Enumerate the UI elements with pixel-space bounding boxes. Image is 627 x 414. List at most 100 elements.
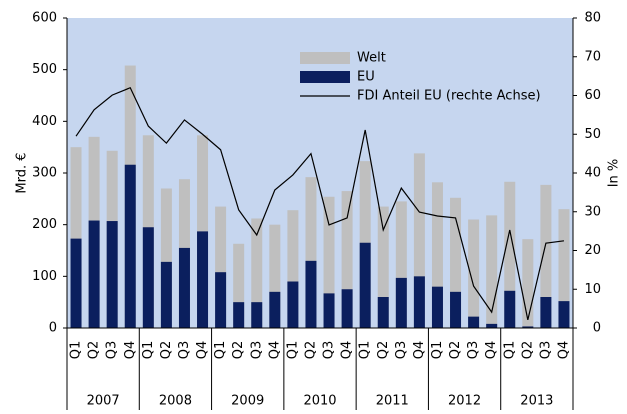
x-tick-label: Q1 <box>285 341 300 360</box>
bar <box>88 220 100 328</box>
bar <box>305 260 317 328</box>
y-axis-label: Mrd. € <box>15 152 30 193</box>
y2-tick-label: 10 <box>584 282 601 297</box>
bar <box>287 210 299 328</box>
bar <box>395 201 407 328</box>
y-tick-label: 0 <box>49 321 57 336</box>
x-tick-label: Q1 <box>430 341 445 360</box>
bar <box>233 302 245 328</box>
bar <box>106 221 118 328</box>
legend-swatch <box>300 52 350 64</box>
x-tick-label: Q4 <box>484 341 499 360</box>
bar <box>323 196 335 328</box>
y2-tick-label: 60 <box>584 88 601 103</box>
bar <box>305 177 317 328</box>
x-tick-label: Q3 <box>394 341 409 360</box>
bar <box>450 291 462 328</box>
legend-label: FDI Anteil EU (rechte Achse) <box>357 89 541 104</box>
bar <box>413 153 425 328</box>
x-tick-label: Q3 <box>249 341 264 360</box>
x-tick-label: Q2 <box>448 341 463 360</box>
x-tick-label: Q1 <box>213 341 228 360</box>
year-label: 2011 <box>376 394 409 409</box>
bar <box>558 209 570 328</box>
x-tick-label: Q1 <box>69 341 84 360</box>
bar <box>395 277 407 328</box>
y2-tick-label: 0 <box>593 321 601 336</box>
bar <box>468 219 480 328</box>
y2-tick-label: 20 <box>584 243 601 258</box>
bar <box>431 182 443 328</box>
x-tick-label: Q2 <box>520 341 535 360</box>
year-label: 2012 <box>448 394 481 409</box>
year-label: 2013 <box>520 394 553 409</box>
bar <box>431 286 443 328</box>
x-tick-label: Q1 <box>358 341 373 360</box>
y2-tick-label: 40 <box>584 166 601 181</box>
x-tick-label: Q4 <box>267 341 282 360</box>
x-tick-label: Q3 <box>322 341 337 360</box>
x-tick-label: Q4 <box>556 341 571 360</box>
legend-swatch <box>300 71 350 83</box>
bar <box>323 293 335 328</box>
y2-axis-label: In % <box>607 159 622 188</box>
x-tick-label: Q4 <box>195 341 210 360</box>
x-tick-label: Q4 <box>340 341 355 360</box>
y2-tick-label: 30 <box>584 204 601 219</box>
x-tick-label: Q2 <box>87 341 102 360</box>
year-label: 2010 <box>303 394 336 409</box>
bar <box>215 206 227 328</box>
year-label: 2008 <box>159 394 192 409</box>
bar <box>359 242 371 328</box>
legend-label: Welt <box>357 51 386 66</box>
y-tick-label: 500 <box>32 62 57 77</box>
x-tick-label: Q4 <box>123 341 138 360</box>
y-tick-label: 600 <box>32 11 57 26</box>
bar <box>341 191 353 328</box>
y-tick-label: 300 <box>32 166 57 181</box>
bar <box>377 297 389 328</box>
y2-tick-label: 50 <box>584 127 601 142</box>
bar <box>468 316 480 328</box>
x-tick-label: Q3 <box>466 341 481 360</box>
y-tick-label: 100 <box>32 269 57 284</box>
bar <box>124 164 136 328</box>
bar <box>251 218 263 328</box>
bar <box>233 243 245 328</box>
bar <box>197 231 209 328</box>
x-tick-label: Q1 <box>502 341 517 360</box>
bar <box>70 238 82 328</box>
x-tick-label: Q2 <box>159 341 174 360</box>
y2-tick-label: 80 <box>584 11 601 26</box>
bar <box>486 215 498 328</box>
year-label: 2009 <box>231 394 264 409</box>
bar <box>178 247 190 328</box>
legend-label: EU <box>357 70 375 85</box>
x-tick-label: Q4 <box>412 341 427 360</box>
bar <box>450 197 462 328</box>
bar <box>540 297 552 328</box>
x-tick-label: Q3 <box>177 341 192 360</box>
bar <box>287 281 299 328</box>
bar <box>377 206 389 328</box>
bar <box>341 289 353 328</box>
bar <box>486 323 498 328</box>
x-tick-label: Q3 <box>105 341 120 360</box>
bar <box>413 276 425 328</box>
bar <box>269 291 281 328</box>
bar <box>160 261 172 328</box>
bar <box>269 224 281 328</box>
y2-tick-label: 70 <box>584 49 601 64</box>
y-tick-label: 200 <box>32 217 57 232</box>
bar <box>215 272 227 328</box>
x-tick-label: Q1 <box>141 341 156 360</box>
bar <box>540 184 552 328</box>
year-label: 2007 <box>87 394 120 409</box>
line <box>75 86 565 320</box>
bar <box>522 239 534 328</box>
y-tick-label: 400 <box>32 114 57 129</box>
x-tick-label: Q2 <box>231 341 246 360</box>
bar <box>504 181 516 328</box>
bar <box>504 290 516 328</box>
